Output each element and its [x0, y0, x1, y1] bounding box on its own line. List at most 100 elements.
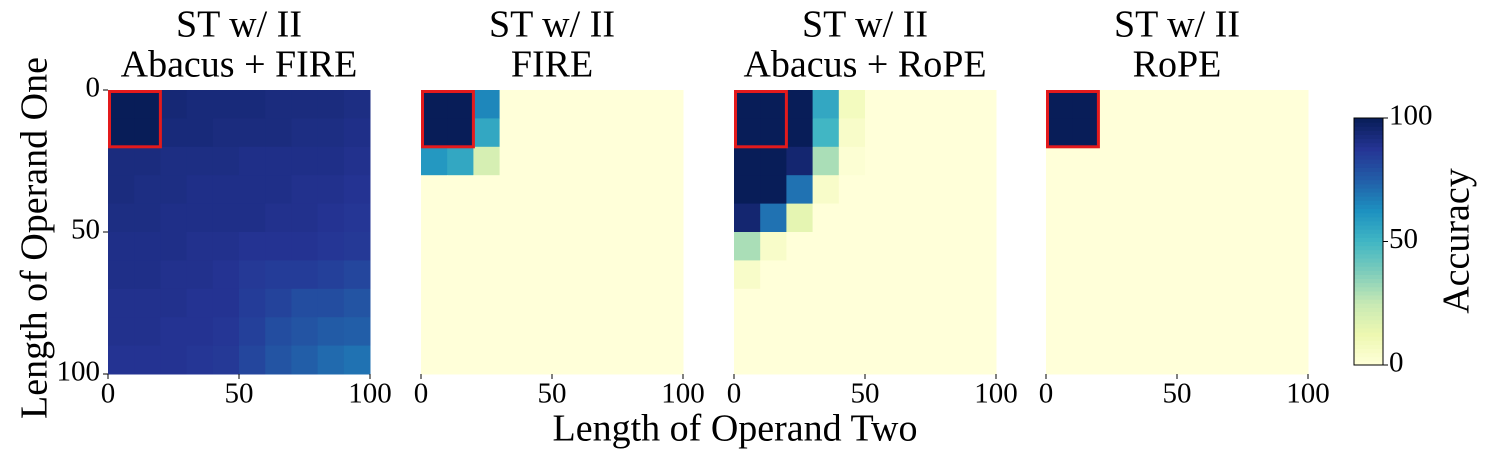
heatmap-cell	[265, 345, 292, 375]
heatmap-cell	[291, 288, 319, 318]
heatmap-cell	[473, 260, 501, 290]
colorbar-segment	[1354, 311, 1383, 317]
heatmap-cell	[656, 90, 684, 119]
heatmap-cell	[447, 288, 474, 318]
heatmap-cell	[1203, 90, 1230, 119]
heatmap-cell	[630, 118, 658, 148]
heatmap-cell	[212, 288, 240, 318]
heatmap-cell	[186, 146, 214, 176]
heatmap-cell	[317, 260, 345, 290]
heatmap-cell	[265, 146, 292, 176]
heatmap-cell	[917, 232, 945, 261]
heatmap-cell	[630, 317, 658, 347]
heatmap-cell	[212, 118, 240, 148]
heatmap-cell	[1150, 175, 1178, 205]
heatmap-cell	[1098, 288, 1126, 318]
colorbar-segment	[1354, 319, 1383, 325]
heatmap-cell	[108, 118, 135, 148]
heatmap-cell	[917, 203, 945, 233]
heatmap-cell	[1177, 232, 1204, 261]
heatmap-cell	[160, 317, 188, 347]
heatmap-cell	[1255, 345, 1283, 375]
colorbar-segment	[1354, 332, 1383, 337]
heatmap-cell	[212, 90, 240, 119]
heatmap-cell	[552, 317, 579, 347]
heatmap-cell	[239, 345, 266, 375]
heatmap-cell	[108, 260, 135, 290]
heatmap-cell	[473, 146, 501, 176]
heatmap-cell	[447, 232, 474, 261]
heatmap-cell	[317, 175, 345, 205]
heatmap-cell	[317, 288, 345, 318]
colorbar-segment	[1354, 360, 1383, 366]
chart-title: ST w/ II	[802, 4, 928, 46]
heatmap-cell	[1124, 232, 1152, 261]
heatmap-cell	[1098, 317, 1126, 347]
heatmap-cell	[812, 317, 840, 347]
heatmap-cell	[891, 90, 918, 119]
heatmap-cell	[421, 260, 448, 290]
heatmap-cell	[630, 146, 658, 176]
heatmap-cell	[473, 288, 501, 318]
heatmap-cell	[499, 260, 527, 290]
heatmap-cell	[343, 175, 371, 205]
heatmap-cell	[812, 288, 840, 318]
heatmap-cell	[943, 118, 971, 148]
heatmap-cell	[1150, 260, 1178, 290]
heatmap-cell	[838, 232, 866, 261]
heatmap-cell	[786, 175, 814, 205]
colorbar-segment	[1354, 253, 1383, 259]
heatmap-cell	[891, 232, 918, 261]
heatmap-cell	[943, 90, 971, 119]
heatmap-cell	[212, 345, 240, 375]
heatmap-cell	[1229, 175, 1257, 205]
heatmap-cell	[317, 146, 345, 176]
heatmap-cell	[1203, 260, 1230, 290]
heatmap-cell	[1255, 146, 1283, 176]
heatmap-cell	[552, 260, 579, 290]
heatmap-cell	[421, 90, 448, 119]
heatmap-cell	[969, 175, 997, 205]
heatmap-cell	[917, 146, 945, 176]
colorbar-segment	[1354, 336, 1383, 341]
heatmap-cell	[343, 203, 371, 233]
heatmap-cell	[604, 146, 632, 176]
heatmap-cell	[1255, 118, 1283, 148]
heatmap-cell	[838, 203, 866, 233]
heatmap-cell	[239, 118, 266, 148]
heatmap-cell	[734, 175, 761, 205]
colorbar-segment	[1354, 266, 1383, 271]
heatmap-cell	[1203, 175, 1230, 205]
heatmap-cell	[239, 232, 266, 261]
heatmap-cell	[1046, 203, 1073, 233]
heatmap-cell	[265, 203, 292, 233]
highlight-box	[108, 90, 162, 149]
colorbar-segment	[1354, 130, 1383, 135]
heatmap-cell	[1281, 345, 1309, 375]
colorbar-segment	[1354, 323, 1383, 329]
colorbar-segment	[1354, 167, 1383, 173]
heatmap-cell	[1072, 118, 1099, 148]
highlight-box	[1046, 90, 1100, 149]
colorbar-segment	[1354, 352, 1383, 358]
heatmap-cell	[1255, 203, 1283, 233]
heatmap-cell	[1255, 260, 1283, 290]
chart-title: ST w/ II	[1114, 4, 1240, 46]
heatmap-cell	[1229, 232, 1257, 261]
heatmap-cell	[760, 260, 787, 290]
heatmap-cell	[917, 288, 945, 318]
heatmap-cell	[421, 118, 448, 148]
heatmap-cell	[265, 175, 292, 205]
heatmap-cell	[317, 345, 345, 375]
heatmap-cell	[917, 175, 945, 205]
heatmap-cell	[447, 90, 474, 119]
heatmap-cell	[865, 90, 892, 119]
heatmap-cell	[578, 232, 605, 261]
colorbar-segment	[1354, 155, 1383, 160]
heatmap-cell	[160, 260, 188, 290]
heatmap-cell	[1098, 232, 1126, 261]
heatmap-cell	[291, 203, 319, 233]
heatmap-cell	[760, 345, 787, 375]
heatmap-cell	[447, 260, 474, 290]
heatmap-cell	[421, 232, 448, 261]
